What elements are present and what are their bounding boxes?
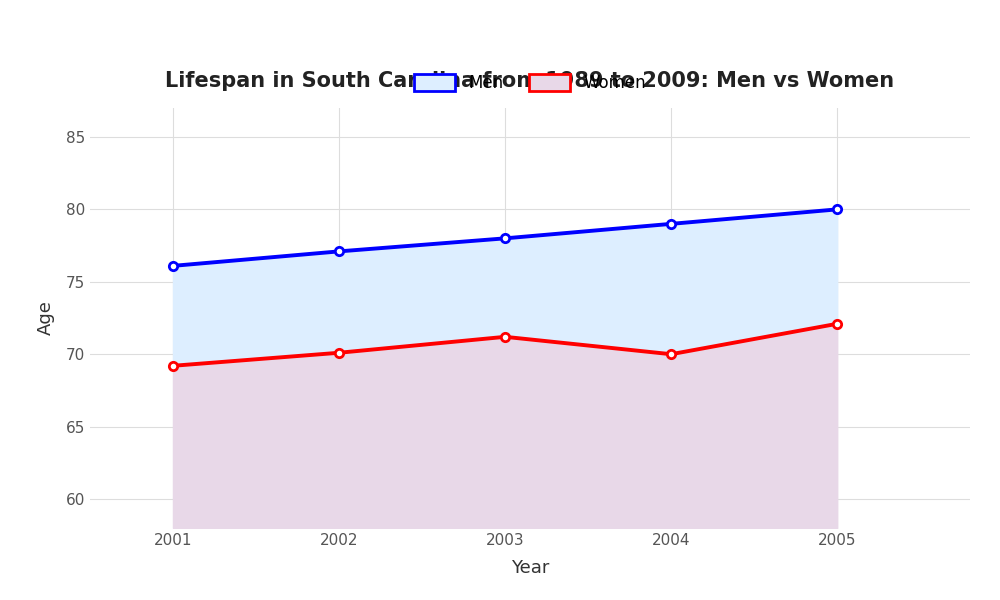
Title: Lifespan in South Carolina from 1989 to 2009: Men vs Women: Lifespan in South Carolina from 1989 to …: [165, 71, 895, 91]
Legend: Men, Women: Men, Women: [405, 66, 655, 101]
Y-axis label: Age: Age: [37, 301, 55, 335]
X-axis label: Year: Year: [511, 559, 549, 577]
